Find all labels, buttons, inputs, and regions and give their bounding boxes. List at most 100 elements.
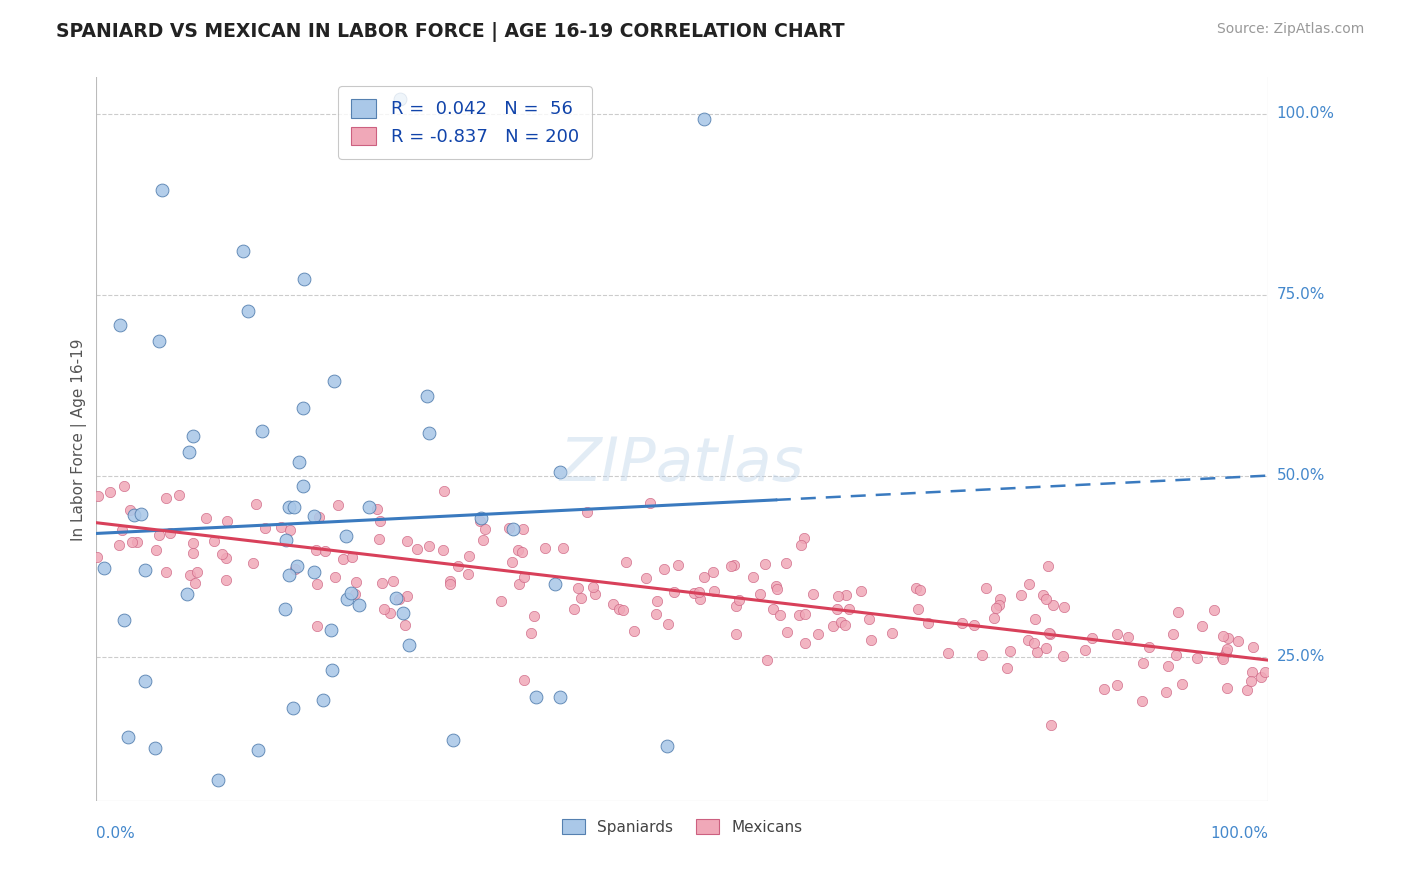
Point	[657, 617, 679, 632]
Point	[155, 566, 177, 580]
Point	[1116, 630, 1139, 644]
Point	[1081, 632, 1104, 646]
Point	[502, 522, 524, 536]
Point	[195, 511, 218, 525]
Point	[349, 598, 371, 612]
Point	[835, 588, 858, 602]
Point	[523, 609, 546, 624]
Point	[93, 561, 115, 575]
Point	[176, 587, 198, 601]
Point	[1191, 618, 1213, 632]
Point	[1171, 676, 1194, 690]
Point	[232, 244, 254, 259]
Point	[368, 533, 391, 547]
Point	[790, 538, 813, 552]
Point	[725, 627, 748, 641]
Point	[623, 624, 645, 638]
Point	[129, 508, 152, 522]
Point	[117, 730, 139, 744]
Point	[974, 581, 997, 595]
Point	[543, 576, 565, 591]
Point	[807, 627, 830, 641]
Point	[834, 618, 856, 632]
Point	[1132, 656, 1154, 670]
Point	[278, 568, 301, 582]
Point	[245, 497, 267, 511]
Point	[825, 601, 848, 615]
Point	[325, 570, 347, 584]
Point	[148, 528, 170, 542]
Point	[1040, 718, 1063, 732]
Text: 0.0%: 0.0%	[96, 826, 135, 841]
Point	[793, 607, 815, 621]
Text: 50.0%: 50.0%	[1277, 468, 1324, 483]
Point	[1105, 678, 1128, 692]
Point	[988, 592, 1011, 607]
Point	[283, 500, 305, 514]
Point	[1202, 603, 1225, 617]
Point	[1215, 645, 1237, 659]
Point	[439, 574, 461, 588]
Point	[723, 558, 745, 572]
Point	[1212, 652, 1234, 666]
Point	[118, 503, 141, 517]
Point	[179, 568, 201, 582]
Point	[908, 582, 931, 597]
Point	[246, 743, 269, 757]
Point	[181, 536, 204, 550]
Point	[1018, 577, 1040, 591]
Point	[470, 511, 492, 525]
Point	[366, 501, 388, 516]
Point	[513, 570, 536, 584]
Point	[292, 272, 315, 286]
Point	[357, 500, 380, 514]
Point	[308, 510, 330, 524]
Point	[311, 693, 333, 707]
Point	[305, 542, 328, 557]
Point	[1032, 588, 1054, 602]
Point	[1130, 694, 1153, 708]
Point	[821, 618, 844, 632]
Point	[1025, 645, 1047, 659]
Point	[98, 485, 121, 500]
Point	[284, 562, 307, 576]
Point	[314, 544, 336, 558]
Point	[917, 615, 939, 630]
Point	[150, 184, 173, 198]
Point	[302, 509, 325, 524]
Point	[278, 523, 301, 537]
Point	[1042, 598, 1064, 612]
Point	[583, 586, 606, 600]
Point	[340, 586, 363, 600]
Point	[1052, 648, 1074, 663]
Point	[398, 638, 420, 652]
Text: 25.0%: 25.0%	[1277, 649, 1324, 664]
Point	[787, 607, 810, 622]
Point	[432, 542, 454, 557]
Point	[520, 625, 543, 640]
Point	[250, 425, 273, 439]
Point	[794, 636, 817, 650]
Point	[905, 581, 928, 595]
Point	[827, 589, 849, 603]
Point	[305, 619, 328, 633]
Point	[645, 607, 668, 621]
Point	[111, 524, 134, 538]
Point	[582, 580, 605, 594]
Point	[344, 586, 367, 600]
Point	[380, 606, 402, 620]
Point	[87, 489, 110, 503]
Point	[134, 563, 156, 577]
Point	[512, 522, 534, 536]
Point	[134, 674, 156, 689]
Point	[124, 508, 146, 522]
Point	[441, 732, 464, 747]
Point	[756, 653, 779, 667]
Point	[645, 593, 668, 607]
Point	[215, 550, 238, 565]
Point	[689, 592, 711, 607]
Point	[181, 429, 204, 443]
Point	[86, 549, 108, 564]
Point	[1216, 681, 1239, 695]
Point	[1240, 673, 1263, 688]
